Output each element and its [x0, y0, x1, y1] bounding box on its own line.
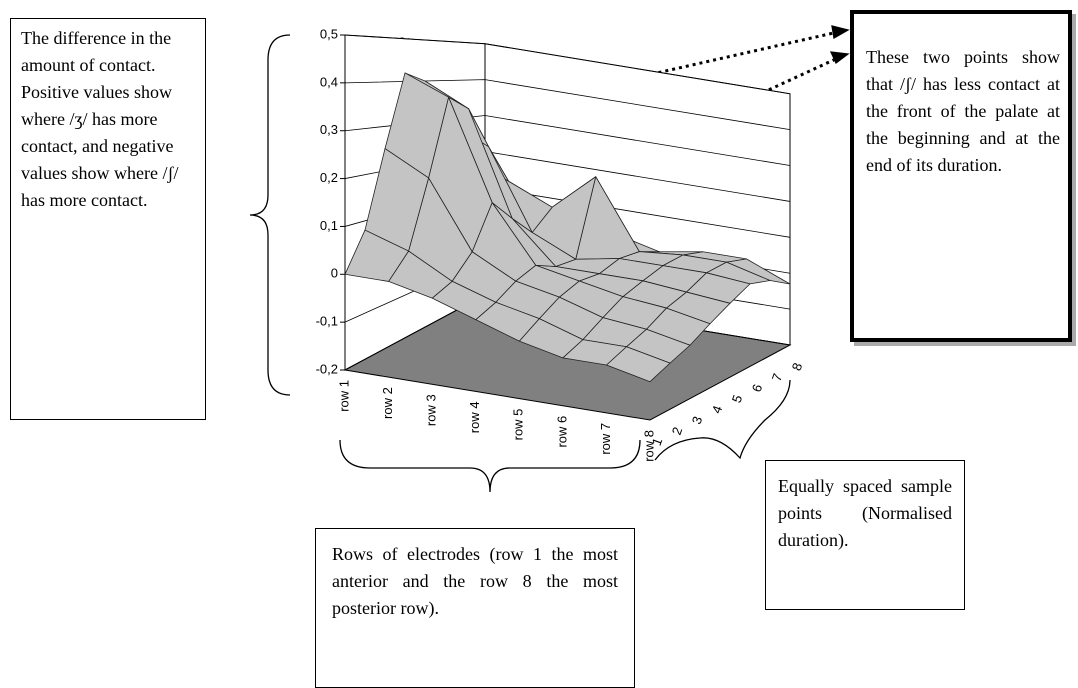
- x-tick-label: row 4: [467, 401, 482, 433]
- x-tick-label: row 7: [598, 423, 613, 455]
- left-annotation: The difference in the amount of contact.…: [10, 18, 206, 420]
- grid-line: [344, 79, 791, 131]
- bottom-brace: [339, 439, 641, 493]
- x-tick-label: row 8: [641, 430, 656, 462]
- x-tick-label: row 2: [380, 387, 395, 419]
- z-tick-label: 0,2: [320, 170, 338, 185]
- right-annotation: These two points show that /ʃ/ has less …: [850, 10, 1072, 342]
- z-tick-label: 0,3: [320, 122, 338, 137]
- y-tick-label: 6: [749, 382, 766, 394]
- z-tick-label: 0,5: [320, 26, 338, 41]
- y-tick-label: 2: [669, 425, 686, 437]
- y-tick-label: 5: [729, 393, 746, 405]
- bottom-annotation: Rows of electrodes (row 1 the most anter…: [315, 528, 635, 688]
- surface-patch: [344, 229, 409, 282]
- arrow-head: [831, 25, 850, 40]
- z-tick-label: 0: [331, 266, 338, 281]
- z-tick-label: 0,1: [320, 218, 338, 233]
- y-tick-label: 4: [709, 404, 726, 416]
- left-brace: [249, 34, 291, 396]
- bottom-right-annotation: Equally spaced sample points (Normalised…: [765, 460, 965, 610]
- x-tick-label: row 6: [554, 416, 569, 448]
- y-tick-label: 3: [689, 414, 706, 426]
- x-tick-label: row 1: [336, 380, 351, 412]
- z-tick-label: -0,2: [316, 361, 338, 376]
- arrow-head: [829, 51, 850, 65]
- y-tick-label: 8: [789, 361, 806, 373]
- x-tick-label: row 3: [424, 394, 439, 426]
- right-brace: [654, 379, 791, 461]
- z-tick-label: -0,1: [316, 314, 338, 329]
- x-tick-label: row 5: [511, 409, 526, 441]
- y-tick-label: 1: [649, 436, 666, 448]
- grid-line: [344, 34, 791, 95]
- z-tick-label: 0,4: [320, 74, 338, 89]
- y-tick-label: 7: [769, 371, 786, 383]
